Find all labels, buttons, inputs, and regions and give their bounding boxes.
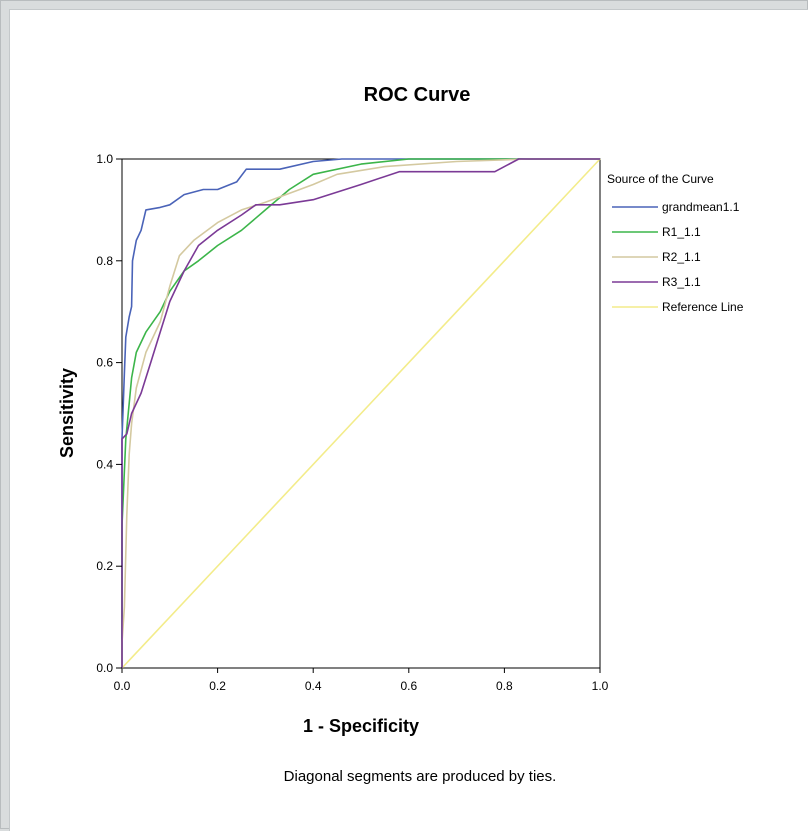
legend-label: R1_1.1 [662,225,701,239]
y-tick-label: 0.2 [96,559,113,573]
series-line-r3-1-1 [121,158,600,668]
legend-label: R3_1.1 [662,275,701,289]
series-line-r2-1-1 [121,158,600,668]
series-line-reference-line [121,158,601,669]
y-tick-label: 0.0 [96,661,113,675]
series-line-grandmean1-1 [121,158,600,668]
y-axis-title: Sensitivity [57,368,77,458]
x-axis-ticks: 0.0 0.2 0.4 0.6 0.8 1.0 [114,668,609,693]
legend-items: grandmean1.1 R1_1.1 R2_1.1 R3_1.1 Reference … [612,200,744,314]
chart-title: ROC Curve [364,84,471,106]
x-tick-label: 1.0 [592,679,609,693]
x-axis-title: 1 - Specificity [303,716,419,736]
legend: Source of the Curve grandmean1.1 R1_1.1 R2… [607,172,744,314]
legend-title: Source of the Curve [607,172,714,186]
y-axis-ticks: 0.0 0.2 0.4 0.6 0.8 1.0 [96,152,122,675]
chart-panel [9,9,808,831]
y-tick-label: 0.4 [96,457,113,471]
x-tick-label: 0.2 [209,679,226,693]
y-tick-label: 0.6 [96,356,113,370]
x-tick-label: 0.6 [400,679,417,693]
legend-label: Reference Line [662,300,744,314]
x-tick-label: 0.4 [305,679,322,693]
series-layer [121,158,601,669]
legend-label: grandmean1.1 [662,200,740,214]
x-tick-label: 0.0 [114,679,131,693]
x-tick-label: 0.8 [496,679,513,693]
footnote: Diagonal segments are produced by ties. [284,768,557,785]
y-tick-label: 1.0 [96,152,113,166]
y-tick-label: 0.8 [96,254,113,268]
legend-label: R2_1.1 [662,250,701,264]
plot-area: 0.0 0.2 0.4 0.6 0.8 1.0 0.0 0.2 0.4 0.6 0.8 1.0 [96,152,608,693]
